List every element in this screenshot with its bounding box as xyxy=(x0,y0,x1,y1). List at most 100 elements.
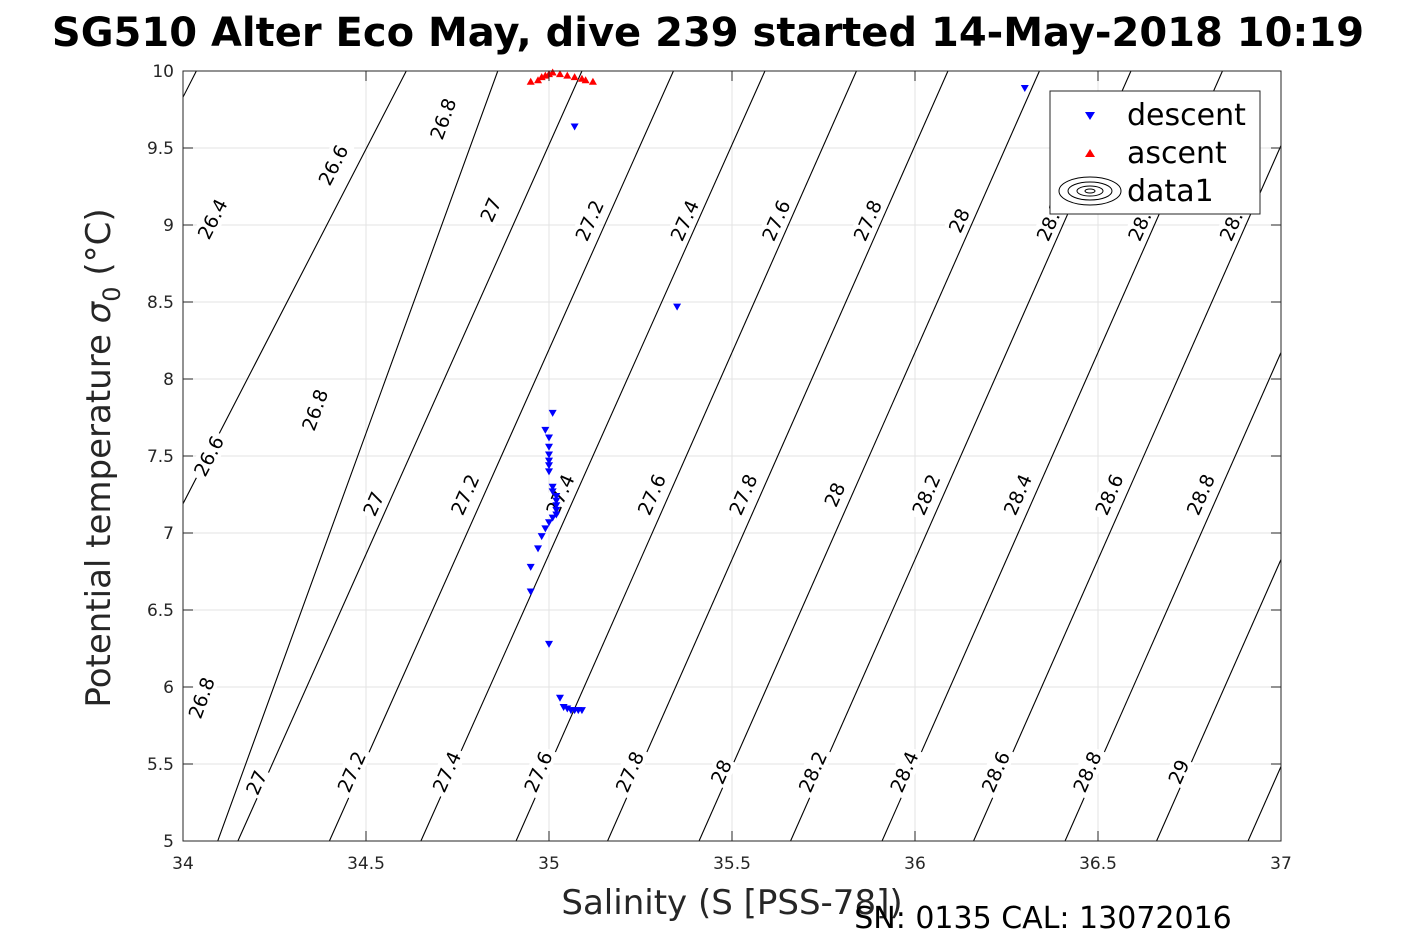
x-axis-ticks: 34 34.5 35 35.5 36 36.5 37 xyxy=(172,71,1292,874)
density-contour-label-gap xyxy=(1066,744,1108,800)
density-contour-label-gap xyxy=(975,744,1016,800)
density-contours xyxy=(183,71,1281,841)
density-contour-label-gap xyxy=(474,192,507,227)
density-contour-label-gap xyxy=(444,467,486,522)
descent-point-20 xyxy=(541,525,550,533)
legend-box xyxy=(1049,90,1261,215)
descent-point-11 xyxy=(548,483,557,491)
x-tick-label: 34.5 xyxy=(347,854,385,874)
legend-ascent-label: ascent xyxy=(1127,136,1227,171)
density-contour-label-gap xyxy=(883,744,925,800)
y-tick-label: 10 xyxy=(152,62,174,82)
ascent-point-11 xyxy=(588,77,597,85)
y-tick-label: 5 xyxy=(163,832,174,852)
descent-point-22 xyxy=(534,545,543,553)
ascent-point-5 xyxy=(548,68,557,76)
x-tick-label: 37 xyxy=(1270,854,1292,874)
ascent-point-7 xyxy=(563,71,572,79)
descent-point-23 xyxy=(526,563,535,571)
y-axis-label-subscript: 0 xyxy=(98,286,126,301)
density-contour-label-gap xyxy=(722,467,764,522)
descent-point-1 xyxy=(570,123,579,131)
x-tick-label: 35 xyxy=(538,854,560,874)
descent-point-3 xyxy=(548,409,557,417)
chart-title: SG510 Alter Eco May, dive 239 started 14… xyxy=(52,10,1364,56)
density-contour-label-gap xyxy=(1180,467,1221,522)
density-contour-label-gap xyxy=(943,203,975,238)
y-axis-ticks: 5 5.5 6 6.5 7 7.5 8 8.5 9 9.5 10 xyxy=(147,62,1281,852)
descent-point-13 xyxy=(552,493,561,501)
series-ascent xyxy=(526,68,597,85)
density-contour-line-4 xyxy=(328,71,674,841)
descent-point-25 xyxy=(545,640,553,648)
density-contour-label-group: 27 xyxy=(240,765,272,800)
density-contour-label-gap xyxy=(1088,467,1130,522)
descent-point-32 xyxy=(577,707,586,715)
descent-point-8 xyxy=(545,457,553,465)
legend-ascent-marker xyxy=(1085,149,1095,157)
density-contour-label-gap xyxy=(755,193,797,248)
y-axis-label-main: Potential temperature xyxy=(79,334,119,707)
density-contour-label-gap xyxy=(1162,754,1195,789)
density-contour-label-gap xyxy=(997,467,1038,522)
x-tick-label: 34 xyxy=(172,854,194,874)
ascent-point-8 xyxy=(570,73,579,81)
y-tick-label: 6 xyxy=(163,678,174,698)
density-contour-label-gap xyxy=(705,754,737,789)
density-contour-label-gap xyxy=(818,477,851,512)
density-contour-line-3 xyxy=(237,71,583,841)
legend-descent-marker xyxy=(1085,112,1095,120)
density-contour-label-gap xyxy=(539,467,581,522)
descent-point-2 xyxy=(673,303,682,311)
y-tick-label: 8 xyxy=(163,370,174,390)
calibration-footnote: SN: 0135 CAL: 13072016 xyxy=(854,901,1232,936)
legend-data1-contour-icon xyxy=(1058,176,1122,206)
x-tick-label: 36 xyxy=(904,854,926,874)
density-contour-line-6 xyxy=(515,71,857,841)
descent-point-16 xyxy=(552,506,561,514)
density-contour-label-gap xyxy=(664,193,705,248)
density-contour-label-gap xyxy=(191,191,234,247)
density-contour-label-gap xyxy=(631,467,672,522)
ascent-point-0 xyxy=(526,77,535,85)
y-tick-label: 7.5 xyxy=(147,447,174,467)
density-contour-label-gap xyxy=(331,744,372,800)
ascent-point-10 xyxy=(581,76,590,84)
density-contour-label-gap xyxy=(569,193,610,248)
descent-point-7 xyxy=(545,451,553,459)
descent-point-26 xyxy=(555,694,564,702)
y-axis-label-unit: (°C) xyxy=(79,208,119,286)
descent-point-21 xyxy=(537,533,546,541)
y-tick-label: 8.5 xyxy=(147,293,174,313)
density-contour-label-gap xyxy=(295,382,334,438)
descent-point-24 xyxy=(526,588,535,596)
density-contour-label-gap xyxy=(517,744,559,800)
legend-data1-label: data1 xyxy=(1127,174,1214,209)
ascent-point-6 xyxy=(555,70,564,78)
y-tick-label: 7 xyxy=(163,524,174,544)
legend-descent-label: descent xyxy=(1127,98,1246,133)
descent-point-6 xyxy=(545,443,553,451)
descent-point-12 xyxy=(548,488,557,496)
descent-point-14 xyxy=(552,497,561,505)
density-contour-line-7 xyxy=(607,71,949,841)
density-contour-label-gap xyxy=(905,467,947,522)
y-axis-label-sigma: σ xyxy=(79,300,119,323)
density-contour-line-12 xyxy=(1064,351,1281,841)
density-contour-label-gap xyxy=(240,765,272,800)
density-contour-label-gap xyxy=(187,428,230,484)
density-contour-label-gap xyxy=(426,744,467,800)
density-contour-label-gap xyxy=(609,744,650,800)
density-contour-line-5 xyxy=(420,71,766,841)
density-contour-label-gap xyxy=(357,486,390,522)
series-descent xyxy=(526,84,1029,715)
density-contour-line-2 xyxy=(217,71,499,841)
descent-point-15 xyxy=(552,502,561,510)
y-tick-label: 9 xyxy=(163,216,174,236)
y-axis-label: Potential temperature σ0 (°C) xyxy=(79,208,126,707)
descent-point-19 xyxy=(545,519,553,527)
y-tick-label: 5.5 xyxy=(147,755,174,775)
legend: descent ascent data1 xyxy=(1049,90,1261,215)
density-contour-label-gap xyxy=(423,91,462,146)
